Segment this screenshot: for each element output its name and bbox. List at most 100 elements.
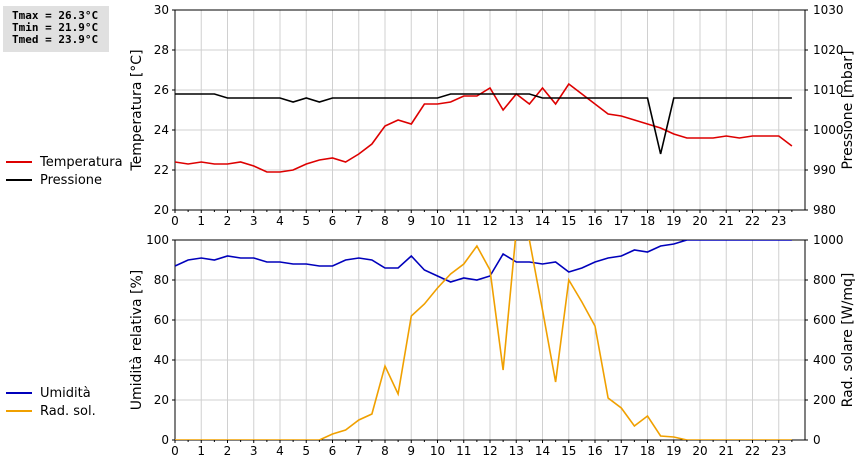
chart2-ytick-label-left: 0	[161, 433, 169, 447]
chart2-xtick-label: 5	[302, 444, 310, 458]
chart2-xtick-label: 7	[355, 444, 363, 458]
chart2-ytick-label-left: 40	[154, 353, 169, 367]
chart1-ylabel-left: Temperatura [°C]	[129, 49, 145, 171]
chart2-ytick-label-left: 20	[154, 393, 169, 407]
chart2-xtick-label: 22	[745, 444, 760, 458]
chart1-xtick-label: 17	[614, 214, 629, 228]
chart1-xtick-label: 6	[329, 214, 337, 228]
chart2-xtick-label: 1	[197, 444, 205, 458]
legend-swatch-solar	[6, 410, 32, 412]
stat-tmax: Tmax = 26.3°C	[12, 9, 99, 22]
chart1-xtick-label: 13	[509, 214, 524, 228]
chart2-xtick-label: 8	[381, 444, 389, 458]
chart1-ylabel-right: Pressione [mbar]	[840, 50, 856, 169]
chart1-xtick-label: 10	[430, 214, 445, 228]
chart2-xtick-label: 20	[692, 444, 707, 458]
chart1-xtick-label: 12	[482, 214, 497, 228]
chart2-frame	[174, 239, 806, 441]
chart2-xtick-label: 16	[587, 444, 602, 458]
chart1-ytick-label-right: 1030	[813, 3, 844, 17]
chart1-xtick-label: 2	[224, 214, 232, 228]
chart1-ytick-label-right: 990	[813, 163, 836, 177]
chart1-xtick-label: 7	[355, 214, 363, 228]
chart2-xtick-label: 3	[250, 444, 258, 458]
legend-label-humidity: Umidità	[40, 385, 91, 401]
legend-item-temperature: Temperatura	[6, 153, 123, 171]
legend-item-humidity: Umidità	[6, 384, 96, 402]
chart1-xtick-label: 16	[587, 214, 602, 228]
chart1-xtick-label: 3	[250, 214, 258, 228]
chart1-xtick-label: 23	[771, 214, 786, 228]
chart1-ytick-label-left: 20	[154, 203, 169, 217]
chart1-ytick-label-left: 22	[154, 163, 169, 177]
chart1-ytick-label-left: 30	[154, 3, 169, 17]
chart2-xtick-label: 13	[509, 444, 524, 458]
chart2-xtick-label: 9	[407, 444, 415, 458]
chart1-xtick-label: 19	[666, 214, 681, 228]
top-chart-legend: Temperatura Pressione	[6, 153, 123, 189]
stat-tmed: Tmed = 23.9°C	[12, 33, 99, 46]
chart2-xtick-label: 15	[561, 444, 576, 458]
chart1-xtick-label: 14	[535, 214, 550, 228]
chart1-xtick-label: 4	[276, 214, 284, 228]
stats-box: Tmax = 26.3°C Tmin = 21.9°C Tmed = 23.9°…	[3, 6, 109, 52]
chart2-xtick-label: 11	[456, 444, 471, 458]
chart2-ytick-label-right: 1000	[813, 233, 844, 247]
chart1-series-line-pressione	[175, 93, 792, 155]
chart1-ytick-label-right: 1000	[813, 123, 844, 137]
chart2-ytick-label-right: 0	[813, 433, 821, 447]
chart2-xtick-label: 14	[535, 444, 550, 458]
chart1-ytick-label-left: 28	[154, 43, 169, 57]
chart2-ytick-label-right: 600	[813, 313, 836, 327]
chart2-ytick-label-left: 60	[154, 313, 169, 327]
chart1-ytick-label-left: 26	[154, 83, 169, 97]
chart2-series-line-umidit	[175, 240, 792, 283]
chart1-xtick-label: 18	[640, 214, 655, 228]
chart2-ylabel-left: Umidità relativa [%]	[129, 270, 145, 411]
chart2-xtick-label: 4	[276, 444, 284, 458]
legend-label-pressure: Pressione	[40, 172, 103, 188]
chart2-series-line-rad-sol	[175, 240, 792, 440]
chart1-ytick-label-right: 1010	[813, 83, 844, 97]
chart1-xtick-label: 5	[302, 214, 310, 228]
chart1-ytick-label-left: 24	[154, 123, 169, 137]
chart2-xtick-label: 12	[482, 444, 497, 458]
chart2-ytick-label-left: 100	[146, 233, 169, 247]
chart1-xtick-label: 0	[171, 214, 179, 228]
legend-label-temperature: Temperatura	[40, 154, 123, 170]
chart2-xtick-label: 21	[719, 444, 734, 458]
legend-swatch-pressure	[6, 179, 32, 181]
chart1-series-line-temperatura	[175, 82, 793, 173]
chart1-xtick-label: 15	[561, 214, 576, 228]
chart1-frame	[174, 9, 806, 211]
chart2-xtick-label: 2	[224, 444, 232, 458]
chart2-ytick-label-right: 400	[813, 353, 836, 367]
chart1-xtick-label: 8	[381, 214, 389, 228]
chart1-ytick-label-right: 1020	[813, 43, 844, 57]
chart2-ylabel-right: Rad. solare [W/mq]	[840, 273, 856, 408]
chart2-xtick-label: 0	[171, 444, 179, 458]
legend-item-solar: Rad. sol.	[6, 402, 96, 420]
chart2-xtick-label: 23	[771, 444, 786, 458]
chart2-xtick-label: 10	[430, 444, 445, 458]
legend-label-solar: Rad. sol.	[40, 403, 96, 419]
chart2-xtick-label: 17	[614, 444, 629, 458]
chart1-xtick-label: 9	[407, 214, 415, 228]
chart2-ytick-label-left: 80	[154, 273, 169, 287]
chart2-xtick-label: 19	[666, 444, 681, 458]
legend-item-pressure: Pressione	[6, 171, 123, 189]
legend-swatch-humidity	[6, 392, 32, 394]
bottom-chart-legend: Umidità Rad. sol.	[6, 384, 96, 420]
chart2-ytick-label-right: 200	[813, 393, 836, 407]
chart2-xtick-label: 18	[640, 444, 655, 458]
chart1-xtick-label: 11	[456, 214, 471, 228]
chart1-xtick-label: 1	[197, 214, 205, 228]
chart1-xtick-label: 21	[719, 214, 734, 228]
chart2-ytick-label-right: 800	[813, 273, 836, 287]
chart1-xtick-label: 22	[745, 214, 760, 228]
stat-tmin: Tmin = 21.9°C	[12, 21, 99, 34]
chart2-xtick-label: 6	[329, 444, 337, 458]
chart1-ytick-label-right: 980	[813, 203, 836, 217]
chart1-xtick-label: 20	[692, 214, 707, 228]
